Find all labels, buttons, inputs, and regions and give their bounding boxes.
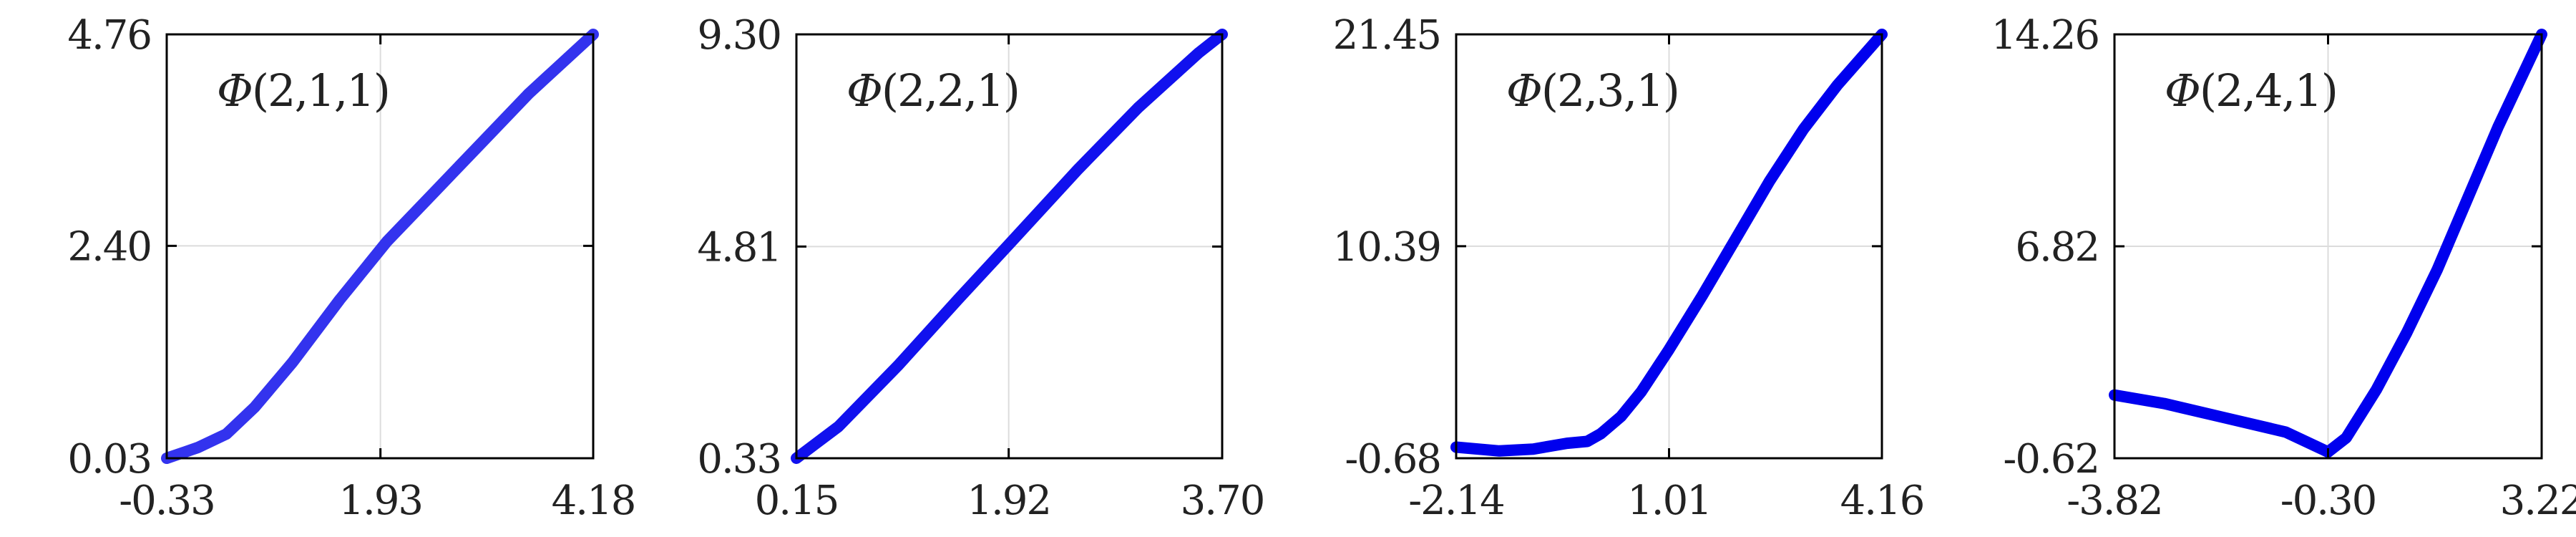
- y-tick-label: 4.76: [67, 12, 151, 59]
- y-tick-label: 10.39: [1333, 224, 1440, 271]
- chart-panel-1: -0.33 1.93 4.18 0.03 2.40 4.76 Φ(2,1,1): [67, 12, 636, 524]
- x-tick-label: 4.16: [1840, 478, 1924, 524]
- y-tick-label: 21.45: [1333, 12, 1440, 59]
- y-tick-label: 4.81: [697, 224, 781, 271]
- x-tick-label: 4.18: [552, 478, 635, 524]
- y-tick-label: 0.33: [697, 436, 781, 483]
- x-tick-label: -0.30: [2280, 478, 2376, 524]
- panel-title: Φ(2,2,1): [847, 64, 1019, 117]
- panel-title: Φ(2,4,1): [2165, 64, 2337, 117]
- x-tick-label: 1.93: [338, 478, 422, 524]
- x-tick-label: -2.14: [1408, 478, 1504, 524]
- x-tick-label: 1.92: [967, 478, 1050, 524]
- chart-panel-3: -2.14 1.01 4.16 -0.68 10.39 21.45 Φ(2,3,1): [1333, 12, 1926, 524]
- chart-panel-2: 0.15 1.92 3.70 0.33 4.81 9.30 Φ(2,2,1): [697, 12, 1265, 524]
- series-line-1: [2109, 29, 2547, 458]
- panel-title: Φ(2,3,1): [1506, 64, 1679, 117]
- x-tick-label: 3.22: [2500, 478, 2576, 524]
- series-line-1: [161, 29, 599, 464]
- series-line-1: [1450, 29, 1888, 457]
- y-tick-label: 0.03: [67, 436, 151, 483]
- series-line-1: [791, 29, 1228, 464]
- panel-title: Φ(2,1,1): [217, 64, 389, 117]
- x-tick-label: -0.33: [119, 478, 215, 524]
- y-tick-label: -0.62: [2003, 436, 2099, 483]
- x-tick-label: 3.70: [1181, 478, 1264, 524]
- x-tick-label: 0.15: [755, 478, 839, 524]
- y-tick-label: 6.82: [2015, 224, 2099, 271]
- x-tick-label: -3.82: [2067, 478, 2162, 524]
- y-tick-label: 2.40: [67, 223, 151, 270]
- x-tick-label: 1.01: [1627, 478, 1711, 524]
- y-tick-label: 9.30: [697, 12, 781, 59]
- y-tick-label: 14.26: [1991, 12, 2099, 59]
- y-tick-label: -0.68: [1345, 436, 1440, 483]
- chart-panel-4: -3.82 -0.30 3.22 -0.62 6.82 14.26 Φ(2,4,1): [1991, 12, 2576, 524]
